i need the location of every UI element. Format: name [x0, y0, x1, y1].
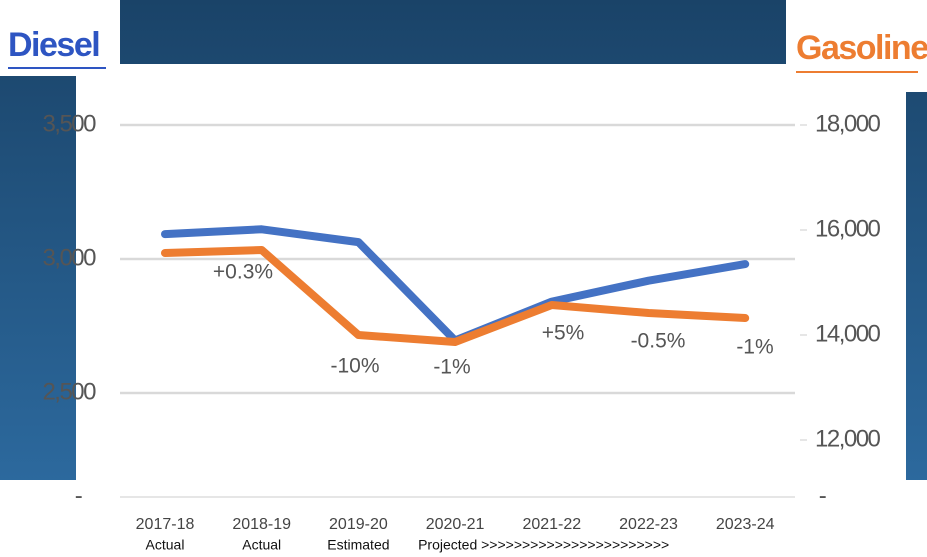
- x-tick-label: 2022-23: [619, 516, 678, 533]
- annotation: -1%: [433, 356, 470, 379]
- x-tick-label: 2019-20: [329, 516, 388, 533]
- right-label-box: [786, 0, 927, 92]
- annotation: +0.3%: [213, 261, 273, 284]
- x-sublabel: Projected >>>>>>>>>>>>>>>>>>>>>>>: [418, 537, 669, 553]
- x-tick-label: 2018-19: [232, 516, 291, 533]
- y2-tick-label: 12,000: [815, 425, 881, 452]
- x-tick-label: 2020-21: [426, 516, 485, 533]
- annotation: -10%: [330, 355, 379, 378]
- y-floor-label: -: [75, 482, 82, 509]
- y-tick-label: 3,500: [42, 110, 96, 137]
- x-sublabel: Estimated: [327, 537, 389, 553]
- y-tick-label: 3,000: [42, 244, 96, 271]
- annotation: -1%: [736, 336, 773, 359]
- y2-tick-label: 18,000: [815, 110, 881, 137]
- left-label-box: [0, 0, 120, 76]
- annotation: -0.5%: [631, 330, 686, 353]
- y2-tick-label: 16,000: [815, 215, 881, 242]
- y2-floor-label: -: [819, 482, 826, 509]
- plot-panel: [76, 64, 906, 557]
- x-tick-label: 2017-18: [136, 516, 195, 533]
- x-tick-label: 2023-24: [716, 516, 775, 533]
- bottom-panel: [0, 480, 927, 557]
- right-axis-title: Gasoline: [796, 29, 927, 67]
- x-tick-label: 2021-22: [522, 516, 581, 533]
- annotation: +5%: [542, 322, 585, 345]
- y2-tick-label: 14,000: [815, 320, 881, 347]
- x-sublabel: Actual: [146, 537, 185, 553]
- left-axis-title: Diesel: [8, 26, 99, 64]
- x-sublabel: Actual: [242, 537, 281, 553]
- series-line: [161, 246, 750, 346]
- y-tick-label: 2,500: [42, 378, 96, 405]
